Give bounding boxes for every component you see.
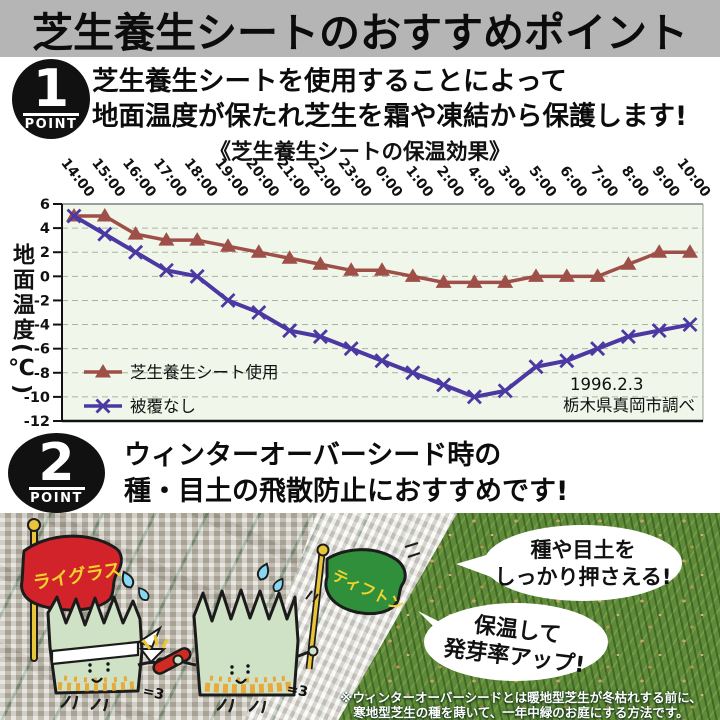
svg-text:2: 2 — [40, 245, 50, 261]
svg-text:8:00: 8:00 — [618, 163, 652, 200]
headband-bow — [138, 648, 167, 664]
svg-text:芝生養生シート使用: 芝生養生シート使用 — [130, 363, 279, 382]
grass-character-right: =3 — [172, 588, 319, 714]
relay-baton — [141, 634, 192, 675]
chart-annotation: 栃木県真岡市調べ — [563, 396, 695, 415]
series-被覆なし — [66, 208, 698, 405]
seed-fringe — [63, 675, 133, 683]
svg-text:3:00: 3:00 — [495, 163, 529, 200]
point1-line2: 地面温度が保たれ芝生を霜や凍結から保護します! — [92, 101, 688, 132]
point1-label: POINT — [24, 116, 78, 132]
illustration-overlay: ライグラス ティフトン =3 — [20, 518, 682, 714]
svg-text:10:00: 10:00 — [673, 155, 713, 200]
point1-line1: 芝生養生シートを使用することによって — [92, 66, 567, 97]
bubble1-line1: 種や目土を — [531, 538, 636, 562]
svg-text:0: 0 — [40, 269, 50, 285]
svg-text:23:00: 23:00 — [335, 155, 375, 200]
point2-label: POINT — [30, 490, 83, 506]
footnote: ※ウィンターオーバーシードとは暖地型芝生が冬枯れする前に、 寒地型芝生の種を蒔い… — [326, 690, 716, 720]
point1-badge: 1 POINT — [12, 59, 90, 139]
point1-text: 芝生養生シートを使用することによって 地面温度が保たれ芝生を霜や凍結から保護しま… — [92, 64, 687, 134]
motion-mark: =3 — [285, 681, 309, 700]
red-flag: ライグラス — [20, 518, 123, 662]
svg-text:被覆なし: 被覆なし — [130, 397, 196, 416]
point2-line2: 種・目土の飛散防止におすすめです! — [124, 476, 569, 507]
svg-text:-6: -6 — [34, 342, 50, 358]
svg-text:-12: -12 — [24, 414, 50, 430]
point1-badge-divider — [23, 112, 79, 116]
temperature-chart: 6420-2-4-6-8-10-1214:0015:0016:0017:0018… — [24, 155, 714, 430]
page-header: 芝生養生シートのおすすめポイント — [0, 0, 720, 57]
mouth — [235, 678, 247, 684]
grass-character-left: =3 — [46, 595, 167, 712]
sparkle — [141, 634, 169, 650]
svg-text:-10: -10 — [24, 390, 50, 406]
svg-text:6: 6 — [40, 197, 50, 213]
point2-number: 2 — [38, 432, 75, 493]
page-title: 芝生養生シートのおすすめポイント — [32, 8, 688, 57]
svg-text:1:00: 1:00 — [402, 163, 436, 200]
flagpole-finial — [316, 543, 330, 557]
legend-entry: 芝生養生シート使用 — [84, 363, 279, 382]
motion-lines — [404, 542, 421, 558]
photo-section: ライグラス ティフトン =3 — [0, 513, 720, 720]
chart-y-axis-label: 地面温度(℃) — [9, 243, 34, 398]
sweat-drops — [121, 562, 284, 601]
feet — [216, 698, 267, 714]
seed-fringe — [209, 675, 289, 683]
svg-text:4:00: 4:00 — [464, 163, 498, 200]
svg-text:-8: -8 — [34, 366, 50, 382]
headband — [50, 640, 140, 666]
bubble1-line2: しっかり押さえる! — [495, 565, 672, 589]
footnote-line2: 寒地型芝生の種を蒔いて、一年中緑のお庭にする方法です。 — [353, 704, 689, 720]
chart-title: 《芝生養生シートの保温効果》 — [209, 140, 511, 165]
svg-text:4: 4 — [40, 221, 50, 237]
hand — [307, 645, 319, 657]
hand — [172, 654, 184, 666]
svg-text:2:00: 2:00 — [433, 163, 467, 200]
mouth — [91, 677, 103, 683]
point2-badge-divider — [28, 486, 85, 490]
point2-text: ウィンターオーバーシード時の 種・目土の飛散防止におすすめです! — [124, 438, 568, 510]
point2-line1: ウィンターオーバーシード時の — [124, 440, 502, 471]
svg-text:7:00: 7:00 — [587, 163, 621, 200]
point1-number: 1 — [32, 58, 70, 119]
svg-text:-2: -2 — [34, 293, 50, 309]
svg-text:5:00: 5:00 — [525, 163, 559, 200]
footnote-line1: ※ウィンターオーバーシードとは暖地型芝生が冬枯れする前に、 — [340, 690, 702, 705]
flagpole-finial — [27, 518, 41, 532]
motion-lines — [305, 590, 319, 603]
chart-annotation: 1996.2.3 — [570, 375, 643, 394]
point2-badge: 2 POINT — [8, 433, 105, 513]
speech-bubble-warmth: 保温して 発芽率アップ! — [418, 603, 608, 681]
svg-text:6:00: 6:00 — [556, 163, 590, 200]
legend-entry: 被覆なし — [84, 397, 196, 416]
green-flag: ティフトン — [305, 542, 421, 670]
motion-mark: =3 — [141, 683, 165, 703]
seed-fringe — [57, 681, 137, 692]
feet — [60, 695, 109, 712]
svg-text:-4: -4 — [34, 318, 50, 334]
speech-bubble-press: 種や目土を しっかり押さえる! — [456, 525, 682, 601]
svg-text:0:00: 0:00 — [371, 163, 405, 200]
